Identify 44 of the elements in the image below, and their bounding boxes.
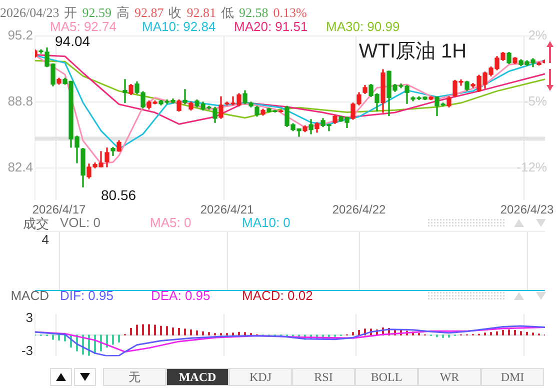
- text: WR: [418, 368, 481, 386]
- text: MACD: [166, 368, 229, 386]
- text: 开: [64, 5, 78, 20]
- text: MA30: 90.99: [326, 19, 400, 34]
- text: MA5: 92.74: [50, 19, 116, 34]
- x-tick-label: 2026/4/22: [332, 202, 386, 217]
- text: 92.58: [238, 5, 268, 20]
- text: DIF: 0.95: [60, 288, 114, 303]
- y-tick-label: 88.8: [8, 93, 33, 108]
- text: 收: [168, 5, 182, 20]
- text: BOLL: [355, 368, 418, 386]
- y-tick-label: -3: [21, 343, 33, 358]
- text: 无: [103, 368, 166, 386]
- text: DEA: 0.95: [151, 288, 210, 303]
- text: 0.13%: [273, 5, 307, 20]
- text: 92.81: [186, 5, 216, 20]
- text: 92.59: [82, 5, 112, 20]
- y-tick-label: 82.4: [8, 160, 33, 175]
- annotation: 94.04: [55, 33, 90, 49]
- text: KDJ: [229, 368, 292, 386]
- chart-title: WTI原油 1H: [358, 40, 467, 62]
- annotation: 80.56: [101, 187, 136, 203]
- text: MA20: 91.51: [234, 19, 308, 34]
- y-axis-title: MACD: [10, 288, 49, 303]
- text: MA10: 0: [242, 215, 290, 230]
- y-tick-label: 95.2: [8, 27, 33, 42]
- text: MA10: 92.84: [142, 19, 216, 34]
- x-tick-label: 2026/4/17: [32, 202, 86, 217]
- candlestick: [182, 89, 188, 104]
- text: 92.87: [134, 5, 164, 20]
- y-tick-label: 3: [26, 310, 33, 326]
- text: MA5: 0: [150, 215, 192, 230]
- text: VOL: 0: [60, 215, 100, 230]
- text: MACD: 0.02: [242, 288, 313, 303]
- text: 成交: [23, 215, 49, 233]
- text: 2026/04/23: [0, 5, 60, 20]
- text: DMI: [481, 368, 544, 386]
- text: 4: [42, 232, 49, 247]
- text: 低: [220, 5, 234, 20]
- text: 高: [116, 5, 130, 20]
- text: RSI: [292, 368, 355, 386]
- candlestick: [122, 79, 128, 103]
- x-tick-label: 2026/4/23: [500, 202, 554, 217]
- x-tick-label: 2026/4/21: [200, 202, 254, 217]
